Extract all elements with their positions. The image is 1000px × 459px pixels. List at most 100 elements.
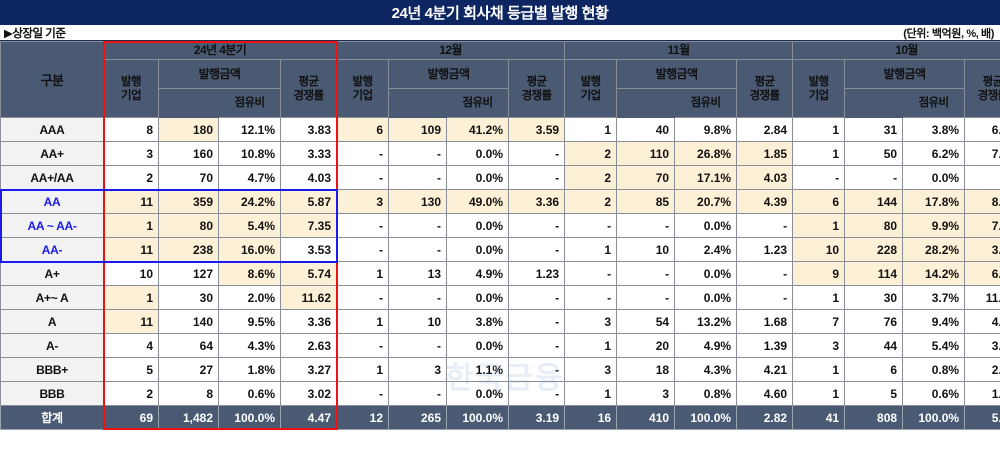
cell-m11-issuers: - bbox=[564, 261, 618, 286]
cell-m10-share: 3.7% bbox=[902, 285, 966, 310]
header-amount-q4: 발행금액 bbox=[158, 59, 281, 89]
cell-q4-issuers: 10 bbox=[103, 261, 159, 286]
cell-m11-issuers: 1 bbox=[564, 381, 618, 406]
header-ratio-line1: 평균 bbox=[298, 75, 320, 88]
unit-note: (단위: 백억원, %, 배) bbox=[903, 27, 994, 40]
basis-note: ▶상장일 기준 bbox=[4, 27, 66, 40]
cell-m12-amount: - bbox=[388, 285, 448, 310]
cell-m12-share: 1.1% bbox=[446, 357, 510, 382]
cell-m12-ratio: - bbox=[508, 285, 566, 310]
cell-m12-issuers: - bbox=[336, 141, 390, 166]
cell-q4-amount: 127 bbox=[158, 261, 219, 286]
table-row: A+~ A 1 30 2.0% 11.62- -0.0% - - -0.0% -1 30 3.7% 11… bbox=[0, 285, 1000, 310]
row-label: AA bbox=[0, 189, 104, 214]
cell-m10-amount: 5 bbox=[844, 381, 904, 406]
table-row: BBB+ 5 27 1.8% 3.27 1 3 1.1% -3 18 4.3% 4.21 1 6 0.8% 2… bbox=[0, 357, 1000, 382]
cell-m11-ratio: 4.60 bbox=[736, 381, 794, 406]
cell-q4-issuers: 5 bbox=[103, 357, 159, 382]
cell-m10-ratio: 7.35 bbox=[964, 213, 1000, 238]
cell-m10-issuers: 1 bbox=[792, 381, 846, 406]
row-label: AA+/AA bbox=[0, 165, 104, 190]
cell-q4-ratio: 4.03 bbox=[279, 165, 338, 190]
row-label: AAA bbox=[0, 117, 104, 142]
cell-m10-share: 14.2% bbox=[902, 261, 966, 286]
cell-m11-share: 20.7% bbox=[674, 189, 738, 214]
cell-m12-share: 3.8% bbox=[446, 309, 510, 334]
cell-m10-share: 28.2% bbox=[902, 237, 966, 262]
total-m11-ratio: 2.82 bbox=[736, 405, 794, 430]
cell-m12-amount: - bbox=[388, 237, 448, 262]
cell-m11-issuers: - bbox=[564, 213, 618, 238]
cell-q4-issuers: 11 bbox=[103, 309, 159, 334]
cell-q4-ratio: 11.62 bbox=[279, 285, 338, 310]
header-ratio-q4: 평균 경쟁률 bbox=[279, 59, 338, 118]
cell-m12-ratio: - bbox=[508, 309, 566, 334]
total-q4-ratio: 4.47 bbox=[279, 405, 338, 430]
header-group-q4: 24년 4분기 bbox=[102, 41, 338, 60]
cell-m10-amount: 114 bbox=[844, 261, 904, 286]
total-m12-issuers: 12 bbox=[336, 405, 390, 430]
header-amount-m10: 발행금액 bbox=[844, 59, 966, 89]
cell-m12-amount: 10 bbox=[388, 309, 448, 334]
cell-m11-amount: 40 bbox=[616, 117, 676, 142]
total-label: 합계 bbox=[0, 405, 104, 430]
row-label: AA- bbox=[0, 237, 104, 262]
cell-m11-share: 26.8% bbox=[674, 141, 738, 166]
cell-m11-ratio: - bbox=[736, 261, 794, 286]
cell-q4-amount: 27 bbox=[158, 357, 219, 382]
cell-q4-ratio: 5.74 bbox=[279, 261, 338, 286]
cell-m12-amount: 13 bbox=[388, 261, 448, 286]
cell-m11-ratio: - bbox=[736, 213, 794, 238]
cell-m10-amount: 80 bbox=[844, 213, 904, 238]
total-m12-amount: 265 bbox=[388, 405, 448, 430]
table-row: AA+/AA 2 70 4.7% 4.03- -0.0% -2 70 17.1% 4.03- -0.… bbox=[0, 165, 1000, 190]
cell-q4-issuers: 3 bbox=[103, 141, 159, 166]
header-issuers-line2: 기업 bbox=[352, 89, 374, 102]
cell-m10-issuers: - bbox=[792, 165, 846, 190]
header-issuers-q4: 발행 기업 bbox=[103, 59, 159, 118]
cell-m12-issuers: 6 bbox=[336, 117, 390, 142]
cell-m11-ratio: 1.39 bbox=[736, 333, 794, 358]
cell-m11-issuers: 1 bbox=[564, 237, 618, 262]
sub-header-bar: ▶상장일 기준 (단위: 백억원, %, 배) bbox=[0, 25, 1000, 41]
row-label: AA+ bbox=[0, 141, 104, 166]
cell-m12-ratio: - bbox=[508, 333, 566, 358]
header-ratio-line1: 평균 bbox=[526, 75, 548, 88]
header-issuers-m11: 발행 기업 bbox=[564, 59, 618, 118]
cell-m12-amount: 130 bbox=[388, 189, 448, 214]
cell-q4-share: 8.6% bbox=[218, 261, 281, 286]
cell-m10-amount: 6 bbox=[844, 357, 904, 382]
cell-m10-ratio: 8.71 bbox=[964, 189, 1000, 214]
cell-q4-issuers: 8 bbox=[103, 117, 159, 142]
total-m12-ratio: 3.19 bbox=[508, 405, 566, 430]
cell-m12-share: 0.0% bbox=[446, 237, 510, 262]
cell-m11-issuers: 3 bbox=[564, 309, 618, 334]
cell-m11-amount: 70 bbox=[616, 165, 676, 190]
cell-m12-issuers: - bbox=[336, 381, 390, 406]
total-m11-share: 100.0% bbox=[674, 405, 738, 430]
cell-m12-amount: - bbox=[388, 213, 448, 238]
cell-m10-ratio: 6.38 bbox=[964, 261, 1000, 286]
header-amount-blank-m10 bbox=[844, 88, 904, 118]
cell-m10-share: 0.6% bbox=[902, 381, 966, 406]
cell-m12-ratio: - bbox=[508, 357, 566, 382]
cell-m11-issuers: 1 bbox=[564, 117, 618, 142]
total-m11-amount: 410 bbox=[616, 405, 676, 430]
cell-m11-amount: - bbox=[616, 213, 676, 238]
cell-m11-issuers: 2 bbox=[564, 189, 618, 214]
cell-m10-ratio: - bbox=[964, 165, 1000, 190]
cell-m11-amount: - bbox=[616, 261, 676, 286]
header-amount-blank-m12 bbox=[388, 88, 448, 118]
header-amount-m11: 발행금액 bbox=[616, 59, 738, 89]
cell-m11-issuers: 2 bbox=[564, 141, 618, 166]
cell-m11-ratio: 4.39 bbox=[736, 189, 794, 214]
row-label: A- bbox=[0, 333, 104, 358]
cell-q4-ratio: 2.63 bbox=[279, 333, 338, 358]
header-ratio-m12: 평균 경쟁률 bbox=[508, 59, 566, 118]
cell-m10-amount: 31 bbox=[844, 117, 904, 142]
cell-m10-issuers: 1 bbox=[792, 213, 846, 238]
header-issuers-line2: 기업 bbox=[808, 89, 830, 102]
cell-m11-ratio: 2.84 bbox=[736, 117, 794, 142]
total-row: 합계 69 1,482 100.0% 4.47 12 265 100.0% 3.19 16 410 1… bbox=[0, 405, 1000, 430]
